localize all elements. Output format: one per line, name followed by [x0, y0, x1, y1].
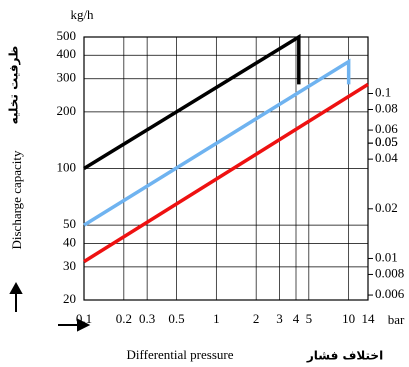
up-arrow [9, 281, 23, 312]
y-tick-label: 400 [57, 46, 77, 61]
y2-tick-label: 0.006 [375, 286, 405, 301]
x-tick-label: 4 [293, 311, 300, 326]
x-label: Differential pressure [127, 347, 234, 362]
x-tick-label: 0.3 [139, 311, 155, 326]
x-tick-label: 14 [362, 311, 376, 326]
y2-tick-label: 0.08 [375, 100, 398, 115]
y2-tick-label: 0.06 [375, 121, 398, 136]
y-tick-label: 20 [63, 291, 76, 306]
y2-tick-label: 0.1 [375, 84, 391, 99]
x-tick-label: 0.5 [168, 311, 184, 326]
x-tick-label: 0.1 [76, 311, 92, 326]
y-label: Discharge capacity [9, 150, 24, 250]
x-unit: bar [388, 312, 405, 327]
y2-tick-label: 0.02 [375, 200, 398, 215]
x-tick-label: 10 [342, 311, 355, 326]
y-tick-label: 30 [63, 258, 76, 273]
y-tick-label: 300 [57, 70, 77, 85]
y-tick-label: 40 [63, 234, 76, 249]
y-tick-label: 200 [57, 103, 77, 118]
x-tick-label: 5 [306, 311, 313, 326]
y2-tick-label: 0.04 [375, 150, 398, 165]
curve [83, 58, 351, 227]
x-tick-label: 2 [253, 311, 260, 326]
x-tick-label: 1 [213, 311, 220, 326]
y2-tick-label: 0.05 [375, 134, 398, 149]
y2-tick-label: 0.05 [375, 134, 398, 149]
y2-tick-label: 0.008 [375, 265, 404, 280]
y-tick-label: 100 [57, 159, 77, 174]
curve [83, 33, 301, 170]
curve [83, 82, 369, 264]
x-tick-label: 3 [276, 311, 283, 326]
x-tick-label: 0.2 [116, 311, 132, 326]
y-label-fa: ظرفیت تخلیه [7, 46, 21, 125]
y-unit: kg/h [70, 7, 94, 22]
right-arrow [58, 318, 91, 332]
y-tick-label: 500 [57, 28, 77, 43]
y-tick-label: 50 [63, 216, 76, 231]
y2-tick-label: 0.01 [375, 249, 398, 264]
x-label-fa: اختلاف فشار [306, 349, 383, 363]
